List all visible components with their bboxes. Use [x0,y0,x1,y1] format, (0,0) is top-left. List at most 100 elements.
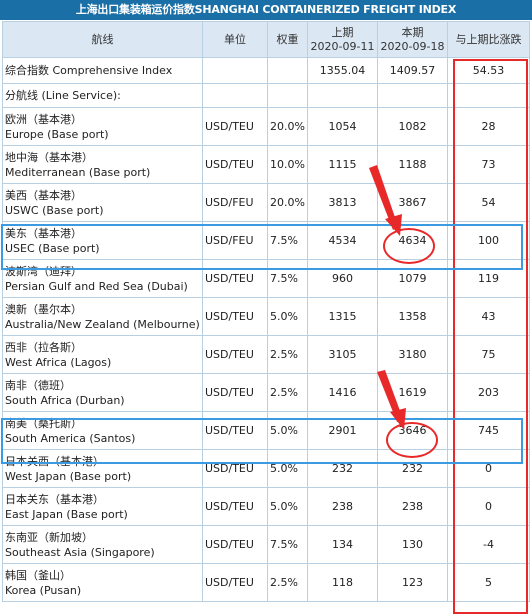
unit-cell: USD/TEU [202,107,268,146]
change-cell: 73 [447,145,530,184]
route-row: 南非（德班） South Africa (Durban) USD/TEU 2.5% 14… [2,373,530,412]
route-cell: 南非（德班） South Africa (Durban) [2,373,203,412]
prev-cell: 118 [307,563,378,602]
weight-cell: 2.5% [267,373,308,412]
route-name-en: South America (Santos) [5,431,136,445]
change-cell: 75 [447,335,530,374]
route-row: 欧洲（基本港） Europe (Base port) USD/TEU 20.0% 105… [2,107,530,146]
route-cell: 日本关东（基本港） East Japan (Base port) [2,487,203,526]
route-cell: 南美（桑托斯） South America (Santos) [2,411,203,450]
route-name-zh: 韩国（釜山） [5,568,71,582]
header-row: 航线 单位 权重 上期 2020-09-11 本期 2020-09-18 与上期… [2,21,530,58]
composite-row: 综合指数 Comprehensive Index 1355.04 1409.57… [2,57,530,84]
route-name-zh: 西非（拉各斯） [5,340,82,354]
weight-cell: 20.0% [267,107,308,146]
route-name-en: West Africa (Lagos) [5,355,112,369]
section-empty-prev [307,83,378,108]
curr-cell: 3180 [377,335,448,374]
change-cell: 43 [447,297,530,336]
curr-cell: 1358 [377,297,448,336]
weight-cell: 10.0% [267,145,308,184]
change-cell: 5 [447,563,530,602]
route-row: 南美（桑托斯） South America (Santos) USD/TEU 5.0%… [2,411,530,450]
header-weight: 权重 [267,21,308,58]
route-name-en: East Japan (Base port) [5,507,128,521]
section-empty-curr [377,83,448,108]
route-row: 澳新（墨尔本） Australia/New Zealand (Melbourne)… [2,297,530,336]
weight-cell: 5.0% [267,487,308,526]
route-name-zh: 美东（基本港） [5,226,82,240]
weight-cell: 5.0% [267,449,308,488]
prev-cell: 232 [307,449,378,488]
header-curr: 本期 2020-09-18 [377,21,448,58]
freight-index-table: 航线 单位 权重 上期 2020-09-11 本期 2020-09-18 与上期… [2,21,530,602]
route-cell: 欧洲（基本港） Europe (Base port) [2,107,203,146]
curr-cell: 3867 [377,183,448,222]
header-change: 与上期比涨跌 [447,21,530,58]
route-cell: 美东（基本港） USEC (Base port) [2,221,203,260]
route-name-zh: 南非（德班） [5,378,71,392]
unit-cell: USD/TEU [202,145,268,184]
header-prev-label: 上期 [331,25,354,39]
prev-cell: 1416 [307,373,378,412]
unit-cell: USD/TEU [202,525,268,564]
weight-cell: 5.0% [267,411,308,450]
curr-cell: 1188 [377,145,448,184]
unit-cell: USD/TEU [202,335,268,374]
route-row: 东南亚（新加坡） Southeast Asia (Singapore) USD/TE… [2,525,530,564]
curr-cell: 123 [377,563,448,602]
route-name-en: Southeast Asia (Singapore) [5,545,155,559]
unit-cell: USD/TEU [202,259,268,298]
route-row: 美西（基本港） USWC (Base port) USD/FEU 20.0% 3813 3… [2,183,530,222]
curr-cell: 232 [377,449,448,488]
route-cell: 美西（基本港） USWC (Base port) [2,183,203,222]
change-cell: 0 [447,449,530,488]
prev-cell: 134 [307,525,378,564]
route-name-zh: 日本关西（基本港） [5,454,104,468]
table-title: 上海出口集装箱运价指数SHANGHAI CONTAINERIZED FREIGH… [0,0,532,20]
route-name-zh: 澳新（墨尔本） [5,302,82,316]
route-name-zh: 欧洲（基本港） [5,112,82,126]
prev-cell: 4534 [307,221,378,260]
route-cell: 波斯湾（迪拜） Persian Gulf and Red Sea (Dubai) [2,259,203,298]
unit-cell: USD/TEU [202,297,268,336]
route-name-zh: 南美（桑托斯） [5,416,82,430]
route-name-en: South Africa (Durban) [5,393,125,407]
header-unit: 单位 [202,21,268,58]
route-row: 波斯湾（迪拜） Persian Gulf and Red Sea (Dubai) U… [2,259,530,298]
weight-cell: 7.5% [267,221,308,260]
route-cell: 日本关西（基本港） West Japan (Base port) [2,449,203,488]
curr-cell: 1082 [377,107,448,146]
prev-cell: 238 [307,487,378,526]
unit-cell: USD/TEU [202,563,268,602]
change-cell: 54 [447,183,530,222]
section-label: 分航线 (Line Service): [2,83,203,108]
section-empty-weight [267,83,308,108]
route-name-zh: 波斯湾（迪拜） [5,264,82,278]
header-curr-label: 本期 [401,25,424,39]
unit-cell: USD/TEU [202,411,268,450]
route-name-en: Persian Gulf and Red Sea (Dubai) [5,279,188,293]
section-row: 分航线 (Line Service): [2,83,530,108]
change-cell: 100 [447,221,530,260]
composite-weight [267,57,308,84]
weight-cell: 7.5% [267,525,308,564]
header-curr-date: 2020-09-18 [380,39,445,53]
route-name-en: Australia/New Zealand (Melbourne) [5,317,200,331]
route-name-zh: 东南亚（新加坡） [5,530,93,544]
change-cell: 119 [447,259,530,298]
route-cell: 西非（拉各斯） West Africa (Lagos) [2,335,203,374]
composite-label: 综合指数 Comprehensive Index [2,57,203,84]
prev-cell: 1315 [307,297,378,336]
curr-cell: 130 [377,525,448,564]
header-prev-date: 2020-09-11 [310,39,375,53]
route-row: 美东（基本港） USEC (Base port) USD/FEU 7.5% 4534 46… [2,221,530,260]
prev-cell: 960 [307,259,378,298]
weight-cell: 2.5% [267,335,308,374]
route-row: 日本关东（基本港） East Japan (Base port) USD/TEU 5.… [2,487,530,526]
curr-cell: 1619 [377,373,448,412]
change-cell: 745 [447,411,530,450]
route-name-en: West Japan (Base port) [5,469,132,483]
unit-cell: USD/FEU [202,183,268,222]
route-row: 日本关西（基本港） West Japan (Base port) USD/TEU 5.… [2,449,530,488]
